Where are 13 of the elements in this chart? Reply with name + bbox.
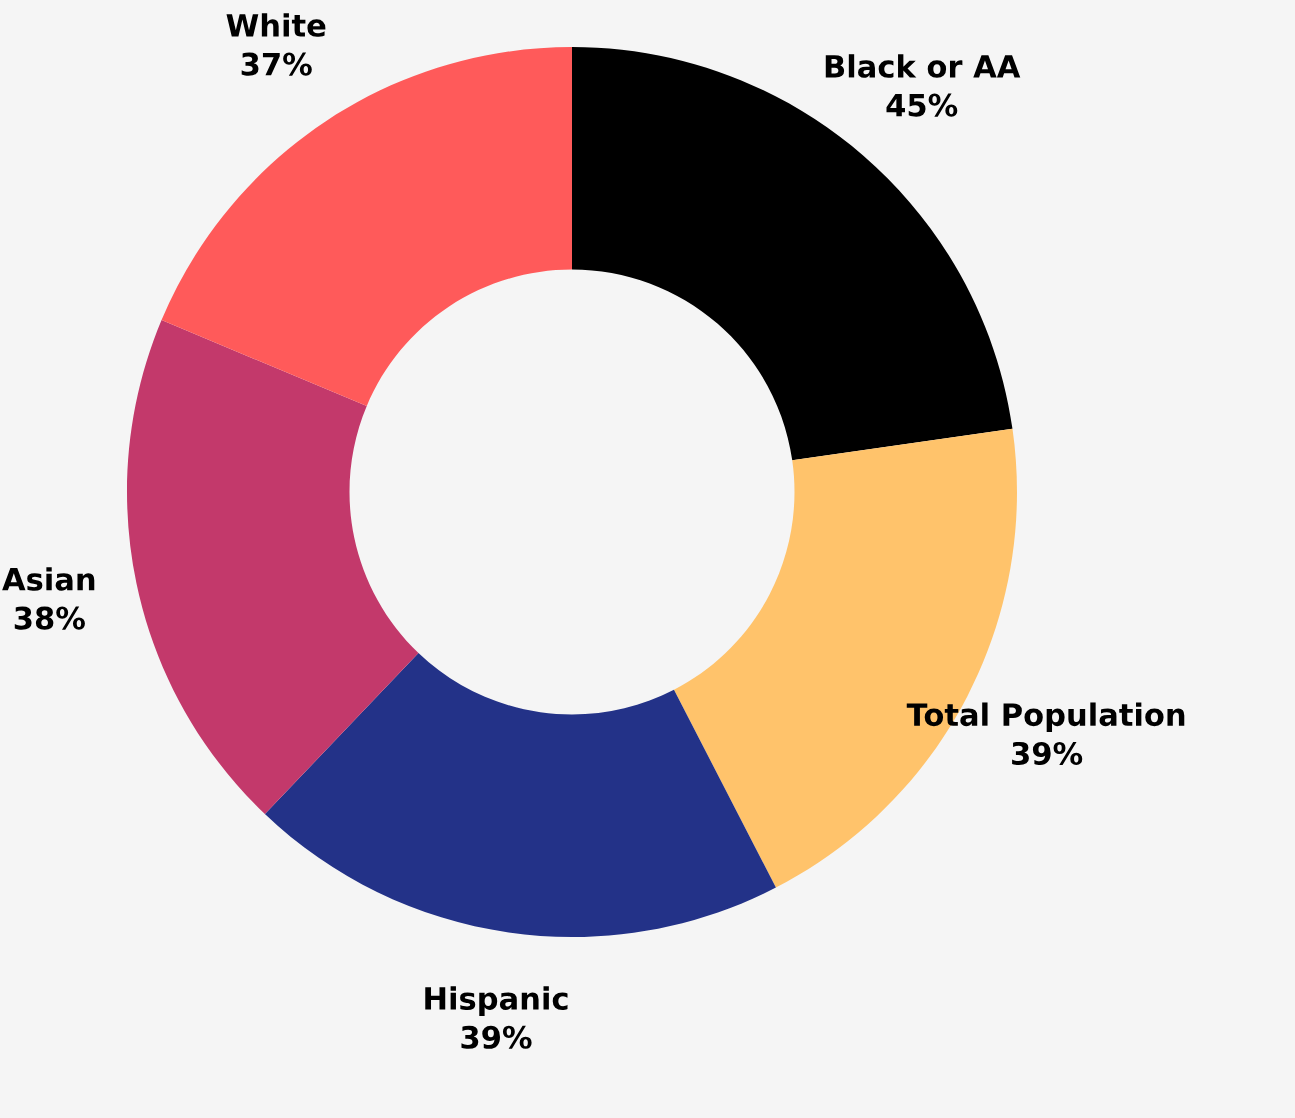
- slice-label: Hispanic: [425, 986, 568, 1016]
- slice-label: Asian: [2, 567, 95, 591]
- data-label: 45%: [886, 93, 958, 117]
- slice-label: White: [226, 13, 326, 37]
- data-label: 39%: [461, 1025, 532, 1049]
- slice-label: Total Population: [906, 702, 1185, 733]
- donut-slice: [127, 320, 419, 815]
- data-label: 39%: [1012, 741, 1083, 765]
- data-label: 38%: [14, 606, 85, 630]
- donut-slice: [161, 47, 572, 407]
- slice-label: Black or AA: [825, 54, 1021, 78]
- donut-slice: [264, 653, 776, 937]
- data-label: 37%: [241, 52, 312, 76]
